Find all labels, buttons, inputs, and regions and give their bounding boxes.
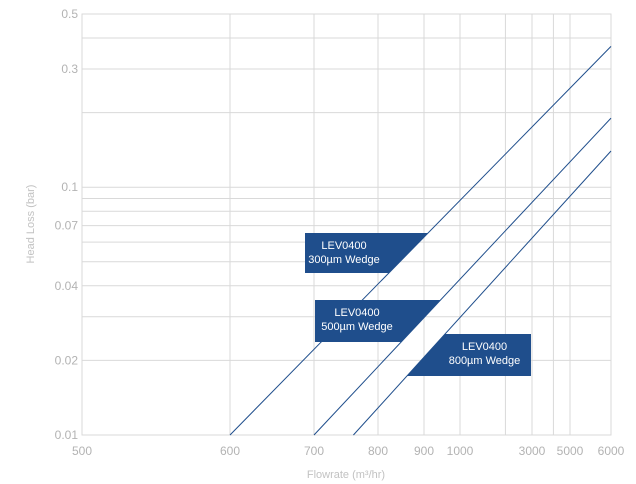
- series-line: [313, 117, 612, 436]
- y-tick-label: 0.01: [55, 428, 79, 442]
- x-tick-label: 5000: [557, 444, 584, 458]
- grid: [82, 14, 611, 436]
- callout-box: [406, 334, 531, 376]
- x-tick-label: 6000: [598, 444, 625, 458]
- y-tick-label: 0.1: [61, 180, 78, 194]
- y-tick-label: 0.04: [55, 279, 79, 293]
- callout-label: 500µm Wedge: [321, 321, 393, 333]
- x-tick-label: 900: [414, 444, 434, 458]
- y-tick-label: 0.02: [55, 353, 79, 367]
- callout-box: [305, 233, 429, 273]
- callout-label: LEV0400: [462, 341, 507, 353]
- x-axis-title: Flowrate (m³/hr): [307, 469, 385, 481]
- x-tick-label: 500: [72, 444, 92, 458]
- callout-label: LEV0400: [334, 307, 379, 319]
- y-tick-label: 0.3: [61, 62, 78, 76]
- series-line: [229, 46, 612, 436]
- x-tick-label: 600: [220, 444, 240, 458]
- callout-label: 800µm Wedge: [449, 355, 521, 367]
- callout-label: LEV0400: [321, 240, 366, 252]
- series-line: [353, 150, 612, 436]
- y-tick-label: 0.5: [61, 7, 78, 21]
- series-lines: [229, 46, 612, 436]
- callout-label: 300µm Wedge: [308, 254, 380, 266]
- x-tick-label: 3000: [519, 444, 546, 458]
- callout-box: [315, 300, 441, 342]
- callouts: LEV0400 300µm Wedge LEV0400 500µm Wedge LEV0…: [305, 233, 531, 376]
- tick-labels: 0.01 0.02 0.04 0.07 0.1 0.3 0.5 500 600 700 800 900…: [55, 7, 625, 458]
- y-tick-label: 0.07: [55, 219, 79, 233]
- x-tick-label: 800: [368, 444, 388, 458]
- x-tick-label: 700: [304, 444, 324, 458]
- x-tick-label: 1000: [447, 444, 474, 458]
- y-axis-title: Head Loss (bar): [25, 185, 37, 264]
